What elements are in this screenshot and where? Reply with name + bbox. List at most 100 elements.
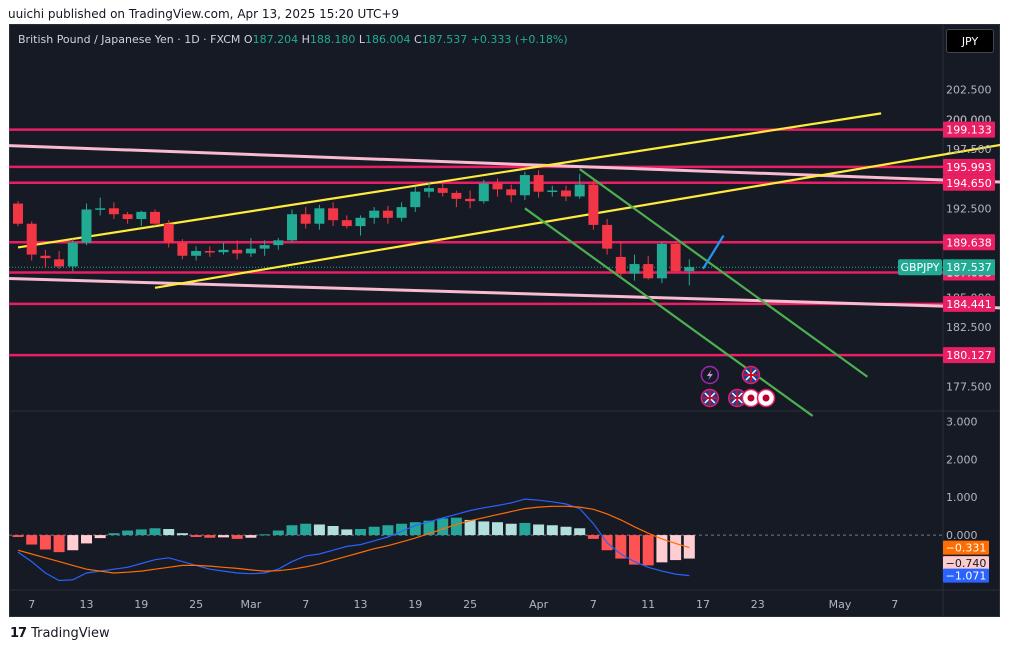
macd-histogram-bar[interactable]: [81, 535, 92, 544]
macd-histogram-bar[interactable]: [368, 526, 380, 536]
signal-line[interactable]: [17, 505, 690, 574]
candle-down[interactable]: [13, 203, 23, 224]
macd-histogram-bar[interactable]: [546, 525, 558, 536]
candle-up[interactable]: [396, 207, 407, 218]
macd-histogram-bar[interactable]: [231, 535, 243, 539]
candle-down[interactable]: [602, 224, 613, 249]
candle-down[interactable]: [561, 190, 571, 197]
chart-frame[interactable]: [9, 24, 1000, 617]
macd-histogram-bar[interactable]: [122, 530, 134, 536]
candle-up[interactable]: [410, 191, 421, 208]
macd-histogram-bar[interactable]: [94, 535, 106, 539]
candle-down[interactable]: [26, 223, 37, 255]
level-price-tag[interactable]: [943, 234, 995, 251]
macd-histogram-bar[interactable]: [190, 535, 202, 537]
macd-histogram-bar[interactable]: [437, 518, 449, 536]
candle-up[interactable]: [191, 251, 202, 256]
macd-histogram-bar[interactable]: [629, 535, 640, 565]
macd-value-tag[interactable]: [943, 556, 989, 571]
candle-up[interactable]: [355, 217, 366, 227]
candle-down[interactable]: [492, 183, 503, 190]
candle-up[interactable]: [136, 211, 147, 219]
green-trendline[interactable]: [579, 168, 869, 378]
level-price-tag[interactable]: [943, 174, 995, 191]
macd-value-tag[interactable]: [943, 540, 989, 555]
currency-button[interactable]: JPY: [946, 29, 994, 53]
candle-up[interactable]: [259, 245, 270, 249]
macd-histogram-bar[interactable]: [670, 535, 682, 561]
candle-down[interactable]: [506, 189, 517, 196]
candle-down[interactable]: [300, 214, 311, 224]
macd-histogram-bar[interactable]: [683, 535, 695, 559]
candle-down[interactable]: [122, 214, 133, 219]
candle-down[interactable]: [163, 223, 174, 243]
macd-histogram-bar[interactable]: [519, 522, 531, 536]
candle-up[interactable]: [519, 175, 530, 196]
macd-histogram-bar[interactable]: [245, 535, 257, 538]
macd-histogram-bar[interactable]: [204, 535, 216, 538]
macd-histogram-bar[interactable]: [450, 517, 462, 536]
candle-down[interactable]: [533, 175, 544, 192]
macd-histogram-bar[interactable]: [656, 535, 668, 563]
candle-up[interactable]: [684, 267, 695, 272]
candle-up[interactable]: [287, 214, 297, 241]
level-price-tag[interactable]: [943, 295, 995, 312]
candle-down[interactable]: [232, 249, 243, 254]
candle-up[interactable]: [629, 264, 640, 274]
macd-histogram-bar[interactable]: [12, 535, 24, 537]
macd-histogram-bar[interactable]: [382, 525, 394, 536]
macd-histogram-bar[interactable]: [286, 525, 298, 536]
cyan-trendline[interactable]: [702, 235, 725, 270]
level-price-tag[interactable]: [943, 121, 995, 138]
macd-histogram-bar[interactable]: [615, 535, 627, 559]
candle-up[interactable]: [245, 248, 256, 254]
macd-histogram-bar[interactable]: [259, 534, 271, 536]
macd-value-tag[interactable]: [943, 568, 989, 583]
candle-down[interactable]: [437, 188, 448, 193]
macd-histogram-bar[interactable]: [135, 529, 147, 536]
macd-histogram-bar[interactable]: [272, 530, 284, 536]
macd-histogram-bar[interactable]: [396, 523, 408, 536]
macd-histogram-bar[interactable]: [423, 520, 435, 536]
macd-histogram-bar[interactable]: [642, 535, 654, 566]
macd-histogram-bar[interactable]: [149, 528, 161, 536]
candle-down[interactable]: [54, 259, 65, 267]
candle-up[interactable]: [81, 209, 92, 243]
candle-down[interactable]: [643, 264, 654, 279]
macd-histogram-bar[interactable]: [108, 533, 120, 536]
macd-line[interactable]: [17, 498, 690, 582]
candle-up[interactable]: [574, 184, 585, 197]
current-price-tag[interactable]: [943, 259, 995, 276]
macd-histogram-bar[interactable]: [560, 526, 572, 536]
candle-down[interactable]: [615, 256, 626, 274]
candle-down[interactable]: [328, 208, 339, 221]
candle-down[interactable]: [451, 192, 462, 199]
candle-down[interactable]: [382, 210, 393, 218]
candle-down[interactable]: [670, 243, 681, 272]
candle-up[interactable]: [478, 183, 489, 202]
yellow-trendline[interactable]: [17, 112, 882, 249]
candle-up[interactable]: [95, 208, 106, 210]
macd-histogram-bar[interactable]: [533, 524, 545, 536]
symbol-price-tag[interactable]: [898, 259, 942, 276]
macd-histogram-bar[interactable]: [313, 524, 325, 536]
candle-down[interactable]: [150, 211, 160, 224]
macd-histogram-bar[interactable]: [300, 523, 312, 536]
macd-histogram-bar[interactable]: [587, 535, 599, 539]
candle-down[interactable]: [341, 220, 352, 227]
chart-svg[interactable]: 202.500200.000197.500192.500182.500177.5…: [9, 24, 1000, 617]
macd-histogram-bar[interactable]: [574, 528, 586, 536]
macd-histogram-bar[interactable]: [26, 535, 38, 545]
macd-histogram-bar[interactable]: [355, 529, 366, 536]
macd-histogram-bar[interactable]: [505, 523, 517, 536]
candle-down[interactable]: [40, 255, 51, 259]
candle-down[interactable]: [177, 242, 188, 256]
macd-histogram-bar[interactable]: [163, 529, 175, 536]
macd-histogram-bar[interactable]: [478, 521, 490, 536]
candle-up[interactable]: [547, 190, 558, 193]
level-price-tag[interactable]: [943, 158, 995, 175]
candle-down[interactable]: [204, 251, 215, 253]
macd-histogram-bar[interactable]: [53, 535, 65, 553]
candle-up[interactable]: [314, 208, 325, 224]
level-price-tag[interactable]: [943, 347, 995, 364]
